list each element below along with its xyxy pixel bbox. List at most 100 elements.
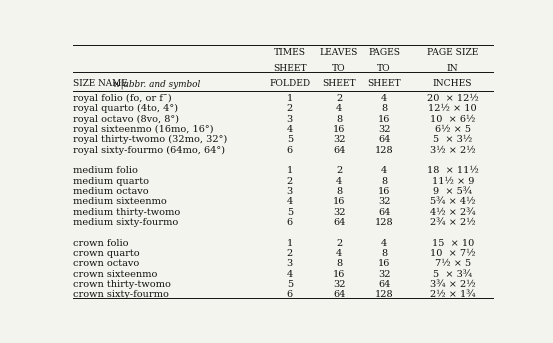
Text: 18  × 11½: 18 × 11½: [427, 166, 478, 175]
Text: 4: 4: [286, 270, 293, 279]
Text: 4: 4: [381, 94, 387, 103]
Text: 128: 128: [375, 290, 393, 299]
Text: w|abbr. and symbol: w|abbr. and symbol: [113, 80, 200, 89]
Text: IN: IN: [447, 63, 458, 73]
Text: crown sixty-fourmo: crown sixty-fourmo: [74, 290, 169, 299]
Text: SHEET: SHEET: [367, 80, 401, 88]
Text: 4: 4: [286, 197, 293, 206]
Text: 11½ × 9: 11½ × 9: [431, 177, 474, 186]
Text: 3: 3: [286, 115, 293, 124]
Text: 16: 16: [378, 115, 390, 124]
Text: crown folio: crown folio: [74, 239, 129, 248]
Text: 8: 8: [336, 259, 342, 268]
Text: medium folio: medium folio: [74, 166, 138, 175]
Text: PAGES: PAGES: [368, 48, 400, 57]
Text: 8: 8: [336, 187, 342, 196]
Text: medium octavo: medium octavo: [74, 187, 149, 196]
Text: 6: 6: [287, 218, 293, 227]
Text: 32: 32: [378, 270, 390, 279]
Text: 64: 64: [378, 135, 390, 144]
Text: crown octavo: crown octavo: [74, 259, 140, 268]
Text: TIMES: TIMES: [274, 48, 306, 57]
Text: PAGE SIZE: PAGE SIZE: [427, 48, 478, 57]
Text: 4: 4: [286, 125, 293, 134]
Text: medium thirty-twomo: medium thirty-twomo: [74, 208, 181, 216]
Text: 8: 8: [381, 249, 387, 258]
Text: 6: 6: [287, 290, 293, 299]
Text: royal sixteenmo (16mo, 16°): royal sixteenmo (16mo, 16°): [74, 125, 214, 134]
Text: 5  × 3¾: 5 × 3¾: [433, 270, 472, 279]
Text: 64: 64: [378, 208, 390, 216]
Text: TO: TO: [332, 63, 346, 73]
Text: 16: 16: [378, 187, 390, 196]
Text: SIZE NAME: SIZE NAME: [74, 80, 131, 88]
Text: 10  × 7½: 10 × 7½: [430, 249, 476, 258]
Text: 2: 2: [286, 177, 293, 186]
Text: 2: 2: [336, 239, 342, 248]
Text: 8: 8: [381, 104, 387, 113]
Text: 64: 64: [378, 280, 390, 289]
Text: 32: 32: [378, 197, 390, 206]
Text: 4: 4: [381, 166, 387, 175]
Text: 1: 1: [286, 166, 293, 175]
Text: medium sixty-fourmo: medium sixty-fourmo: [74, 218, 179, 227]
Text: crown thirty-twomo: crown thirty-twomo: [74, 280, 171, 289]
Text: LEAVES: LEAVES: [320, 48, 358, 57]
Text: TO: TO: [377, 63, 391, 73]
Text: 6½ × 5: 6½ × 5: [435, 125, 471, 134]
Text: 5: 5: [287, 135, 293, 144]
Text: crown quarto: crown quarto: [74, 249, 140, 258]
Text: 6: 6: [287, 146, 293, 155]
Text: 128: 128: [375, 218, 393, 227]
Text: 32: 32: [333, 280, 346, 289]
Text: 32: 32: [333, 208, 346, 216]
Text: 5: 5: [287, 280, 293, 289]
Text: 7½ × 5: 7½ × 5: [435, 259, 471, 268]
Text: 3½ × 2½: 3½ × 2½: [430, 146, 476, 155]
Text: 5  × 3½: 5 × 3½: [433, 135, 472, 144]
Text: 2½ × 1¾: 2½ × 1¾: [430, 290, 476, 299]
Text: 2: 2: [286, 104, 293, 113]
Text: 16: 16: [378, 259, 390, 268]
Text: 64: 64: [333, 146, 345, 155]
Text: 3: 3: [286, 259, 293, 268]
Text: 16: 16: [333, 125, 345, 134]
Text: royal folio (fo, or fˉ): royal folio (fo, or fˉ): [74, 94, 172, 103]
Text: 2: 2: [286, 249, 293, 258]
Text: 16: 16: [333, 270, 345, 279]
Text: royal octavo (8vo, 8°): royal octavo (8vo, 8°): [74, 115, 179, 124]
Text: 1: 1: [286, 239, 293, 248]
Text: FOLDED: FOLDED: [269, 80, 310, 88]
Text: 4: 4: [336, 249, 342, 258]
Text: 5: 5: [287, 208, 293, 216]
Text: INCHES: INCHES: [433, 80, 472, 88]
Text: 8: 8: [336, 115, 342, 124]
Text: 2: 2: [336, 166, 342, 175]
Text: 5¾ × 4½: 5¾ × 4½: [430, 197, 476, 206]
Text: 9  × 5¾: 9 × 5¾: [433, 187, 472, 196]
Text: 4: 4: [336, 177, 342, 186]
Text: 64: 64: [333, 290, 345, 299]
Text: 20  × 12½: 20 × 12½: [427, 94, 478, 103]
Text: SHEET: SHEET: [322, 80, 356, 88]
Text: 4: 4: [336, 104, 342, 113]
Text: 4½ × 2¾: 4½ × 2¾: [430, 208, 476, 216]
Text: medium sixteenmo: medium sixteenmo: [74, 197, 167, 206]
Text: royal quarto (4to, 4°): royal quarto (4to, 4°): [74, 104, 179, 114]
Text: 2: 2: [336, 94, 342, 103]
Text: 4: 4: [381, 239, 387, 248]
Text: royal thirty-twomo (32mo, 32°): royal thirty-twomo (32mo, 32°): [74, 135, 228, 144]
Text: 16: 16: [333, 197, 345, 206]
Text: 1: 1: [286, 94, 293, 103]
Text: 15  × 10: 15 × 10: [431, 239, 474, 248]
Text: 12½ × 10: 12½ × 10: [429, 104, 477, 113]
Text: 10  × 6½: 10 × 6½: [430, 115, 476, 124]
Text: 32: 32: [333, 135, 346, 144]
Text: 3¾ × 2½: 3¾ × 2½: [430, 280, 476, 289]
Text: royal sixty-fourmo (64mo, 64°): royal sixty-fourmo (64mo, 64°): [74, 146, 226, 155]
Text: SHEET: SHEET: [273, 63, 307, 73]
Text: 64: 64: [333, 218, 345, 227]
Text: medium quarto: medium quarto: [74, 177, 149, 186]
Text: 3: 3: [286, 187, 293, 196]
Text: crown sixteenmo: crown sixteenmo: [74, 270, 158, 279]
